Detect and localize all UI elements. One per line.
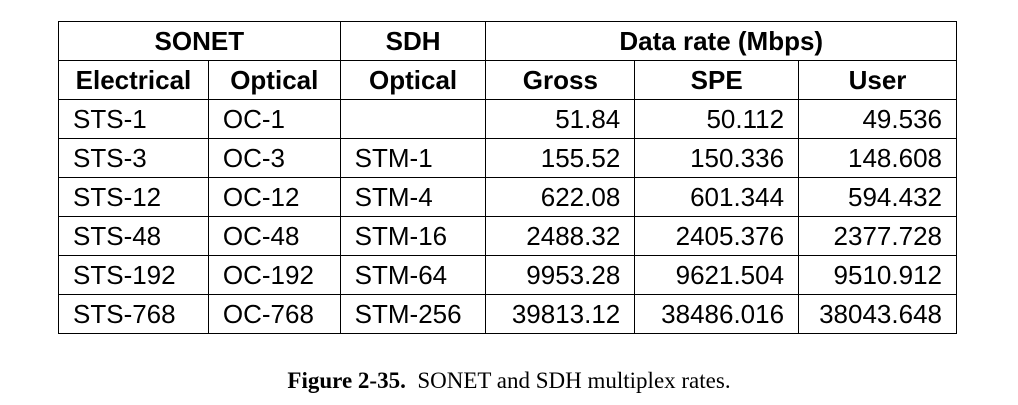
table-cell: STS-1 (58, 99, 209, 139)
header-data-rate: Data rate (Mbps) (485, 21, 957, 61)
table-cell: 594.432 (798, 177, 957, 217)
column-header: SPE (634, 60, 800, 100)
column-header: Optical (207, 60, 341, 100)
table-cell: 38486.016 (634, 294, 800, 334)
table-row: STS-3 OC-3 STM-1 155.52 150.336 148.608 (58, 138, 957, 178)
figure-label: Figure 2-35. (287, 368, 406, 393)
table-cell: 2377.728 (798, 216, 957, 256)
table-cell: 49.536 (798, 99, 957, 139)
table-cell: 150.336 (634, 138, 800, 178)
header-sdh: SDH (339, 21, 487, 61)
table-cell: STM-256 (339, 294, 487, 334)
table-cell: 2488.32 (485, 216, 636, 256)
table-cell: OC-12 (207, 177, 341, 217)
table-row: STS-1 OC-1 51.84 50.112 49.536 (58, 99, 957, 139)
table-cell: OC-1 (207, 99, 341, 139)
column-header: Optical (339, 60, 487, 100)
table-cell: STS-12 (58, 177, 209, 217)
table-cell: OC-3 (207, 138, 341, 178)
table-cell: 155.52 (485, 138, 636, 178)
table-cell: OC-192 (207, 255, 341, 295)
column-header-row: Electrical Optical Optical Gross SPE Use… (58, 60, 957, 100)
table-row: STS-12 OC-12 STM-4 622.08 601.344 594.43… (58, 177, 957, 217)
multiplex-rates-table: SONET SDH Data rate (Mbps) Electrical Op… (58, 21, 957, 334)
table-cell: STM-4 (339, 177, 487, 217)
column-header: Electrical (58, 60, 209, 100)
table-cell: 9510.912 (798, 255, 957, 295)
table-cell: 9953.28 (485, 255, 636, 295)
column-header: Gross (485, 60, 636, 100)
table-cell: 39813.12 (485, 294, 636, 334)
table-cell (339, 99, 487, 139)
table-cell: STS-3 (58, 138, 209, 178)
table-cell: STS-48 (58, 216, 209, 256)
table-cell: 51.84 (485, 99, 636, 139)
table-cell: 148.608 (798, 138, 957, 178)
table-cell: STM-1 (339, 138, 487, 178)
table-row: STS-768 OC-768 STM-256 39813.12 38486.01… (58, 294, 957, 334)
table-cell: OC-48 (207, 216, 341, 256)
table-cell: OC-768 (207, 294, 341, 334)
header-sonet: SONET (58, 21, 341, 61)
figure-caption-text: SONET and SDH multiplex rates. (417, 368, 731, 393)
table-cell: STM-16 (339, 216, 487, 256)
table-cell: 38043.648 (798, 294, 957, 334)
column-header: User (798, 60, 957, 100)
table-cell: STS-768 (58, 294, 209, 334)
group-header-row: SONET SDH Data rate (Mbps) (58, 21, 957, 61)
table-cell: STM-64 (339, 255, 487, 295)
table-row: STS-192 OC-192 STM-64 9953.28 9621.504 9… (58, 255, 957, 295)
table-cell: 9621.504 (634, 255, 800, 295)
table-cell: 601.344 (634, 177, 800, 217)
table-cell: 622.08 (485, 177, 636, 217)
figure-caption: Figure 2-35. SONET and SDH multiplex rat… (0, 368, 1018, 394)
table-row: STS-48 OC-48 STM-16 2488.32 2405.376 237… (58, 216, 957, 256)
table-cell: 50.112 (634, 99, 800, 139)
table-cell: 2405.376 (634, 216, 800, 256)
table-cell: STS-192 (58, 255, 209, 295)
